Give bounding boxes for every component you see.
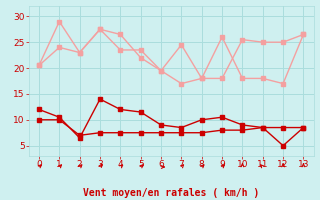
Text: Vent moyen/en rafales ( km/h ): Vent moyen/en rafales ( km/h )	[83, 188, 259, 198]
